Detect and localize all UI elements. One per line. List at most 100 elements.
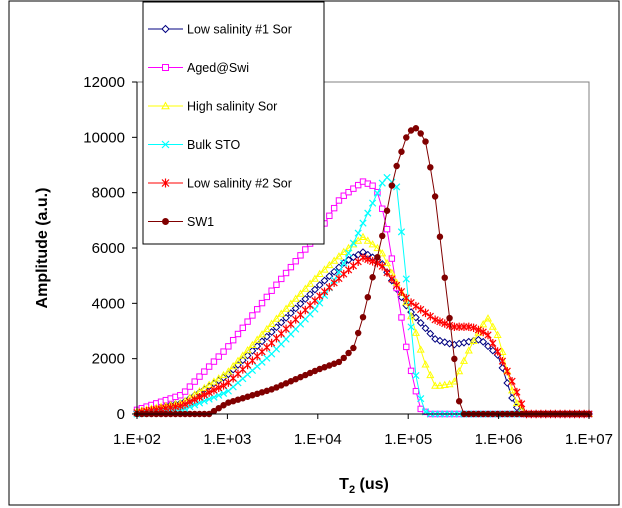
data-point-shape [215,353,222,360]
data-point-shape [493,330,502,338]
data-point-shape [431,381,440,389]
data-point-shape [210,358,218,365]
data-point [498,347,507,355]
data-point-shape [368,240,377,248]
legend-box [142,1,325,245]
data-point-shape [427,164,434,171]
data-point [388,182,396,189]
data-point [416,345,425,353]
legend-marker [162,64,169,71]
data-point [441,319,449,328]
data-point-shape [195,399,204,407]
data-point [450,377,459,385]
data-point-shape [330,267,339,276]
data-point-shape [354,181,362,189]
data-point-shape [334,252,344,260]
data-point-shape [254,306,261,313]
data-point [416,318,425,327]
data-point-shape [339,247,348,255]
data-point-shape [220,348,227,355]
data-point-shape [441,319,449,328]
data-point-shape [181,388,189,395]
data-point-shape [378,262,386,271]
data-point [296,289,305,297]
y-tick-label: 4000 [92,295,125,312]
x-tick-label: 1.E+07 [565,431,613,448]
data-point [176,401,184,411]
data-point [200,397,208,405]
data-point [296,299,305,308]
data-point [191,401,199,409]
data-point-shape [258,299,266,307]
data-point [248,340,257,349]
x-axis-title: T2 (us) [339,476,389,496]
data-point [306,290,315,299]
data-point [426,370,435,379]
data-point-shape [431,315,439,324]
data-point [518,399,526,409]
data-point [210,385,218,395]
data-point [210,358,218,365]
legend-item: Low salinity #2 Sor [148,177,292,191]
data-point [426,312,434,321]
data-point [335,197,343,204]
legend-item: Bulk STO [148,138,241,152]
data-point-shape [340,192,347,199]
data-point-shape [291,304,300,313]
data-point [397,287,406,296]
data-point [200,390,208,400]
data-point [421,308,430,318]
data-point-shape [488,322,497,330]
data-point-shape [335,268,343,277]
data-point-shape [383,268,391,277]
data-point-shape [378,249,387,257]
data-point-shape [335,197,343,204]
data-point [368,240,377,248]
data-point [503,379,512,387]
data-point [191,378,198,385]
data-point [254,306,261,313]
data-point [215,353,222,360]
data-point-shape [311,305,319,313]
data-point-shape [489,339,497,348]
data-point [354,229,362,237]
data-point [330,204,338,212]
data-point-shape [373,243,382,252]
data-point [411,328,420,336]
data-point [373,189,382,197]
data-point [440,380,449,388]
x-tick-label: 1.E+06 [475,431,523,448]
data-point-shape [397,228,406,236]
data-point-shape [398,314,405,321]
data-point-shape [383,225,391,233]
data-point [191,395,199,404]
data-point [498,356,507,366]
data-point [287,263,295,271]
data-point-shape [417,395,425,403]
data-point [278,275,285,283]
y-tick-label: 12000 [83,74,125,91]
data-point-shape [363,236,372,244]
data-point [344,249,353,257]
data-point [244,318,251,325]
data-point-shape [421,360,430,368]
data-point [243,346,252,354]
data-point [383,268,391,277]
data-point-shape [229,361,238,370]
data-point [431,193,439,200]
data-point [286,299,295,307]
data-point [354,181,362,189]
data-point [315,269,324,277]
data-point [302,246,309,253]
data-point-shape [498,347,507,355]
data-point [340,259,348,267]
data-point [422,138,429,145]
legend-marker [162,218,169,225]
data-point [427,164,434,171]
data-point-shape [306,279,315,287]
data-point-shape [446,314,453,322]
data-point-shape [393,162,400,170]
data-point [243,351,252,360]
data-point-shape [498,364,507,372]
data-point-shape [402,275,410,283]
